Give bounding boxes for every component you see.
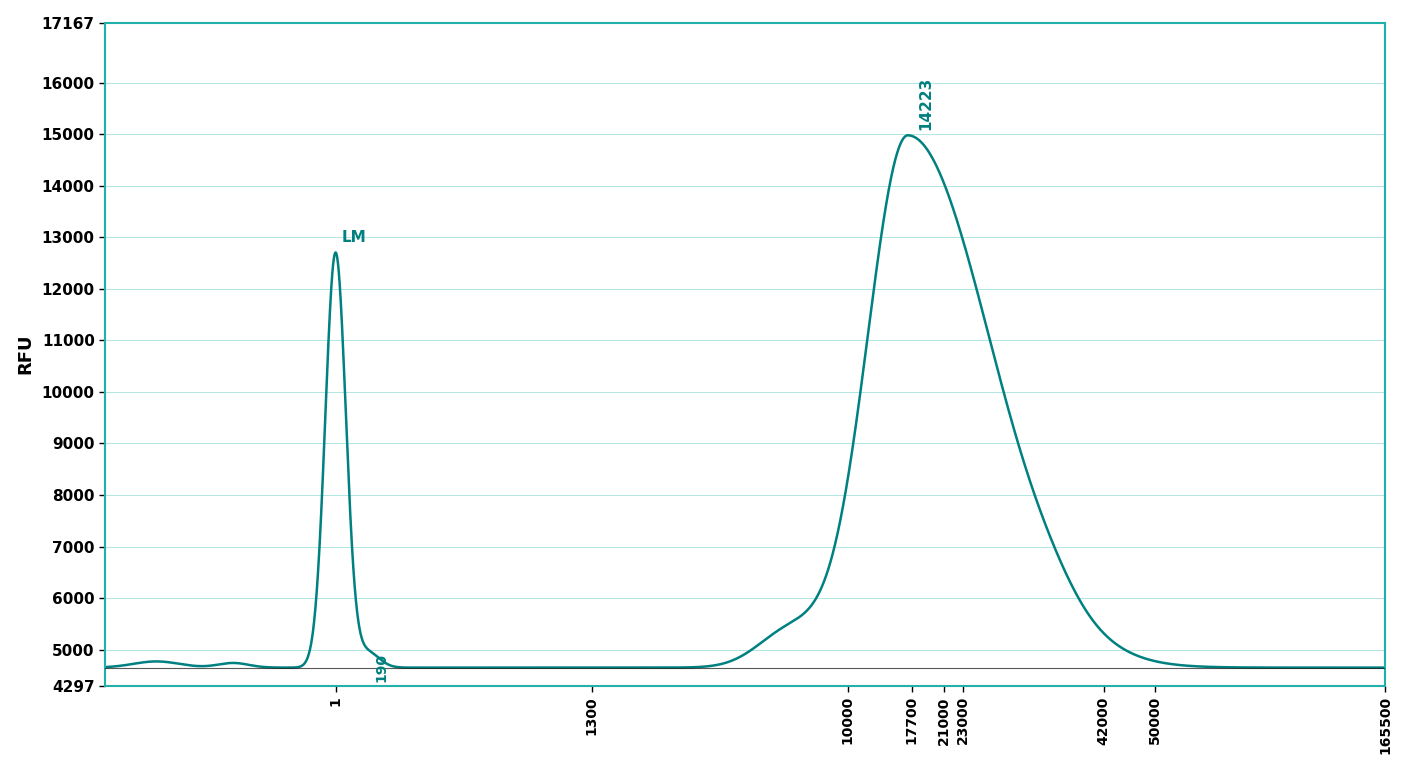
Y-axis label: RFU: RFU [17, 334, 35, 375]
Text: LM: LM [342, 230, 366, 245]
Text: 190: 190 [373, 653, 387, 682]
Text: 14223: 14223 [919, 77, 933, 130]
